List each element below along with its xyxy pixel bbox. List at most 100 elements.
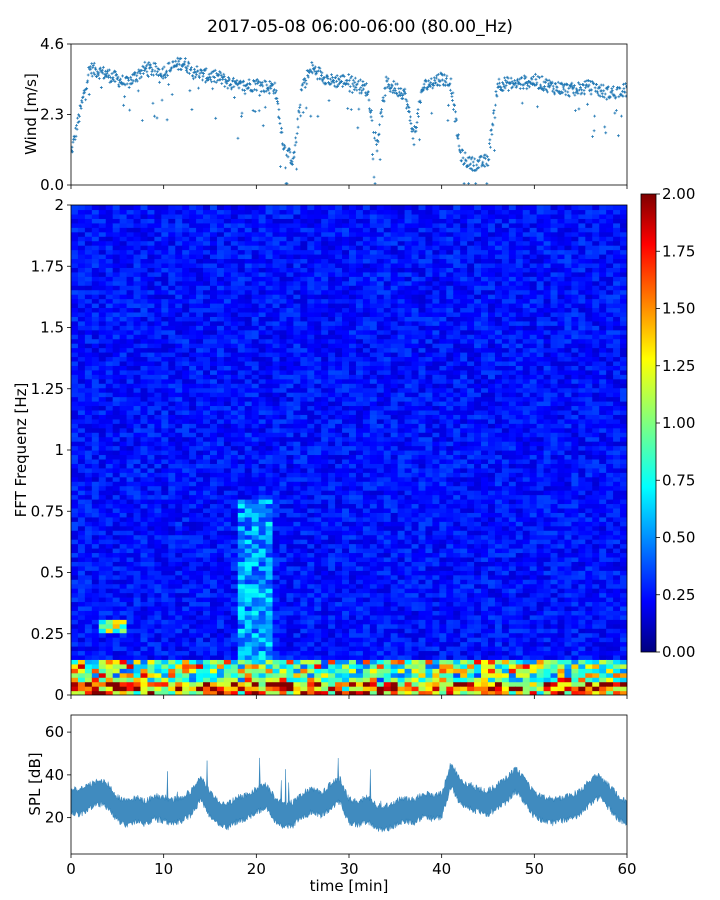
wind-point (457, 144, 461, 148)
wind-point (486, 158, 490, 162)
wind-point (415, 120, 419, 124)
spectrogram-cell (237, 369, 246, 375)
spectrogram-cell (105, 285, 114, 291)
wind-point (619, 92, 623, 96)
spectrogram-cell (140, 294, 149, 300)
spectrogram-cell (251, 236, 260, 242)
wind-point (296, 125, 300, 129)
spectrogram-cell (196, 436, 204, 442)
spectrogram-cell (154, 481, 162, 487)
spectrogram-cell (314, 659, 322, 665)
wind-point (620, 114, 623, 118)
spectrogram-cell (210, 454, 218, 460)
spectrogram-cell (119, 436, 128, 442)
spectrogram-cell (203, 601, 211, 607)
wind-point (455, 133, 459, 137)
wind-point (91, 64, 95, 67)
spectrogram-cell (203, 267, 211, 273)
spectrogram-cell (230, 654, 239, 660)
spectrogram-cell (154, 641, 162, 647)
wind-point (411, 137, 415, 140)
spectrogram-cell (147, 405, 155, 411)
spectrogram-cell (112, 280, 121, 286)
spectrogram-cell (91, 222, 100, 228)
spectrogram-cell (182, 347, 190, 353)
spectrogram-cell (98, 418, 107, 424)
spectrogram-cell (210, 352, 218, 358)
spectrogram-cell (293, 628, 301, 634)
spectrogram-cell (300, 668, 308, 674)
spectrogram-cell (91, 365, 100, 371)
wind-point (586, 102, 589, 106)
spectrogram-cell (119, 614, 128, 620)
spectrogram-cell (272, 258, 281, 264)
spectrogram-cell (77, 476, 86, 482)
spectrogram-cell (203, 285, 211, 291)
spectrogram-cell (279, 690, 288, 695)
spectrogram-cell (71, 418, 79, 424)
spectrogram-cell (71, 369, 79, 375)
spectrogram-cell (91, 663, 100, 669)
wind-point (452, 108, 455, 111)
spectrogram-cell (203, 387, 211, 393)
spectrogram-cell (91, 588, 100, 594)
wind-point (525, 82, 529, 86)
spectrogram-cell (196, 516, 204, 522)
spectrogram-cell (105, 369, 114, 375)
spectrogram-cell (279, 623, 288, 629)
spectrogram-cell (175, 347, 183, 353)
wind-point (312, 67, 316, 70)
spectrogram-cell (258, 343, 267, 349)
spectrogram-cell (98, 409, 107, 415)
spectrogram-cell (258, 485, 267, 491)
spectrogram-cell (91, 316, 100, 322)
wind-point (538, 76, 541, 80)
spectrogram-cell (175, 209, 183, 215)
spectrogram-cell (147, 249, 155, 255)
wind-point (161, 67, 164, 71)
spectrogram-cell (105, 490, 114, 496)
spectrogram-cell (84, 543, 93, 549)
spectrogram-cell (265, 307, 274, 313)
spectrogram-cell (189, 677, 197, 683)
spectrogram-cell (244, 516, 253, 522)
spectrogram-cell (105, 262, 114, 268)
spectrogram-cell (175, 262, 183, 268)
spectrogram-cell (196, 378, 204, 384)
wind-point (461, 149, 464, 152)
spectrogram-cell (265, 512, 274, 518)
spectrogram-cell (91, 311, 100, 317)
spectrogram-cell (258, 512, 267, 518)
spectrogram-cell (210, 392, 218, 398)
spectrogram-cell (140, 240, 149, 246)
wind-point (354, 86, 358, 89)
spectrogram-cell (154, 409, 162, 415)
spectrogram-cell (210, 432, 218, 438)
spectrogram-cell (77, 561, 86, 567)
spectrogram-cell (71, 672, 79, 678)
spectrogram-cell (300, 267, 308, 273)
spectrogram-cell (105, 445, 114, 451)
spectrogram-cell (112, 485, 121, 491)
wind-point (319, 77, 323, 81)
wind-point (212, 79, 216, 83)
spectrogram-cell (279, 280, 288, 286)
spectrogram-cell (71, 303, 79, 309)
spectrogram-cell (265, 245, 274, 251)
spectrogram-cell (230, 530, 239, 536)
spectrogram-cell (77, 396, 86, 402)
spectrogram-cell (161, 632, 169, 638)
spectrogram-cell (126, 605, 135, 611)
spectrogram-cell (140, 503, 149, 509)
spectrogram-cell (126, 677, 135, 683)
spectrogram-cell (147, 258, 155, 264)
spectrogram-cell (105, 668, 114, 674)
spectrogram-cell (175, 365, 183, 371)
spectrogram-cell (223, 583, 232, 589)
spectrogram-cell (272, 632, 281, 638)
wind-point (453, 120, 457, 123)
wind-point (520, 101, 524, 105)
spectrogram-cell (272, 472, 281, 478)
spectrogram-cell (154, 552, 162, 558)
wind-point (193, 67, 196, 71)
